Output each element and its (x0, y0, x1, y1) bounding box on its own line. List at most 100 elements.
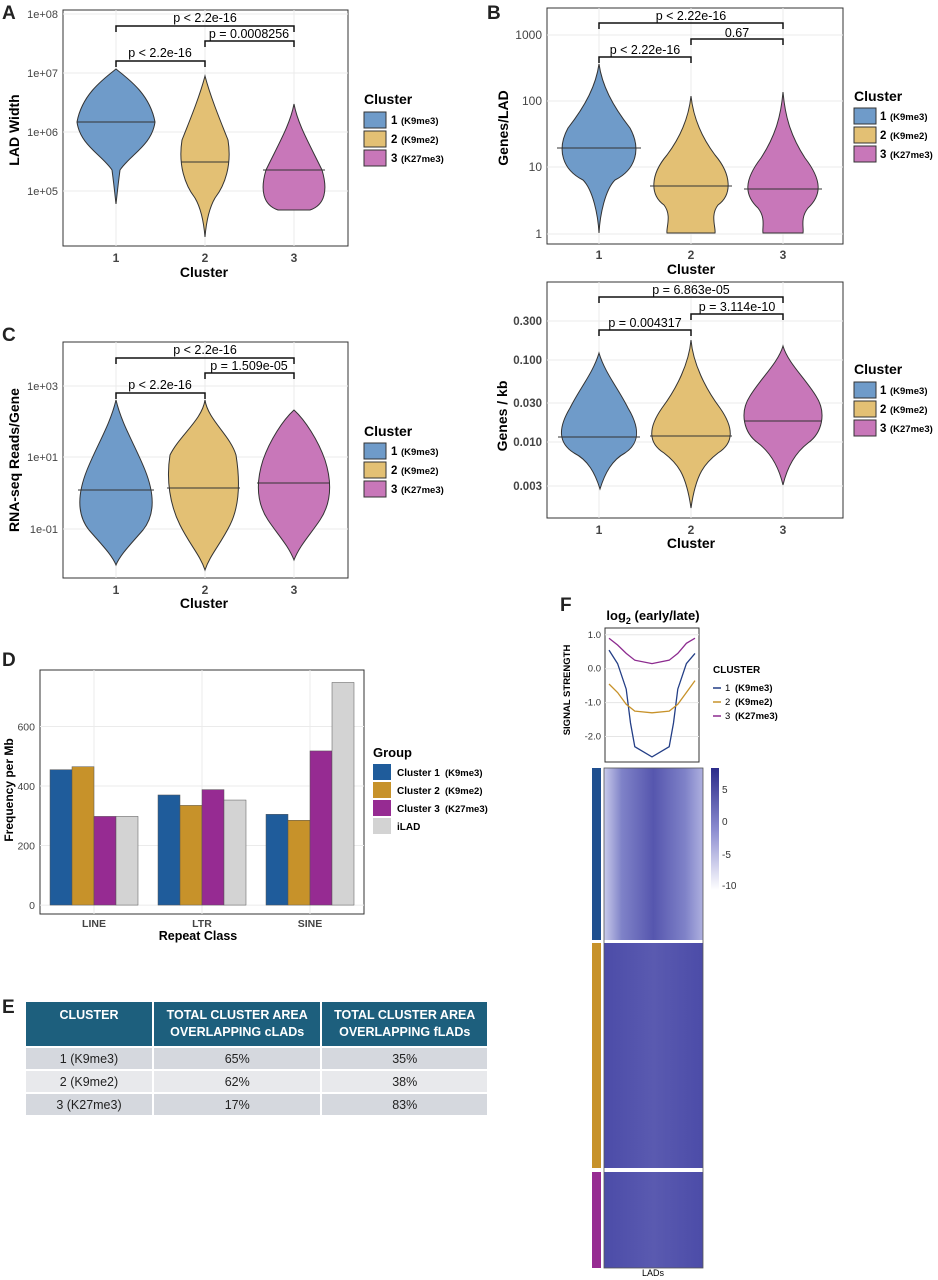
panel-label-a: A (2, 3, 16, 24)
violin-cluster-3 (747, 91, 819, 234)
colorbar-tick: -10 (722, 881, 737, 892)
ytick: 0.010 (513, 437, 542, 449)
legend-desc: (K9me3) (890, 112, 928, 123)
ytick: 400 (17, 781, 35, 793)
cluster-bar-1 (592, 768, 601, 940)
xtick: 2 (688, 248, 695, 262)
table-cell: 38% (322, 1069, 487, 1092)
legend-desc: (K9me2) (401, 466, 439, 477)
title-sub: 2 (626, 616, 631, 626)
table-header: TOTAL CLUSTER AREA OVERLAPPING fLADs (322, 1002, 487, 1046)
panel-a-legend: Cluster 1 (K9me3) 2 (K9me2) 3 (K27me3) (363, 91, 444, 167)
panel-a-xticks: 1 2 3 (113, 251, 298, 265)
legend-num: 3 (391, 484, 397, 496)
xtick: 3 (780, 523, 787, 537)
panel-a-xlabel: Cluster (180, 264, 229, 280)
panel-d-legend: Group Cluster 1 (K9me3) Cluster 2 (K9me2… (373, 745, 488, 834)
legend-swatch-1 (373, 764, 391, 780)
colorbar-tick: 5 (722, 785, 728, 796)
panel-c-yticks: 1e-01 1e+01 1e+03 (27, 381, 58, 536)
legend-title: Cluster (364, 423, 413, 439)
legend-num: 1 (391, 446, 398, 458)
panel-label-b: B (487, 3, 501, 24)
legend-swatch-1 (853, 381, 877, 399)
comparison-1-3: p < 2.2e-16 (173, 343, 237, 357)
ytick: 1e-01 (30, 524, 58, 536)
panel-b2-comparison-brackets (598, 296, 784, 336)
xtick: 3 (780, 248, 787, 262)
legend-swatch-2 (853, 126, 877, 144)
legend-desc: (K27me3) (890, 424, 933, 435)
legend-title: CLUSTER (713, 665, 761, 676)
legend-desc: (K9me2) (890, 405, 928, 416)
table-cell: 2 (K9me2) (26, 1069, 154, 1092)
legend-swatch-3 (853, 419, 877, 437)
panel-b2-xticks: 1 2 3 (596, 523, 787, 537)
panel-c-xlabel: Cluster (180, 595, 229, 611)
panel-b-comparison-brackets (598, 22, 784, 63)
legend-swatch-4 (373, 818, 391, 834)
panel-d-yticks: 0 200 400 600 (17, 722, 35, 913)
legend-num: Cluster 2 (397, 786, 440, 797)
violin-cluster-3 (262, 103, 326, 211)
panel-c-ylabel: RNA-seq Reads/Gene (6, 388, 22, 532)
panel-label-f: F (560, 595, 572, 616)
comparison-2-3: p = 1.509e-05 (210, 359, 288, 373)
violin-cluster-2 (653, 95, 729, 234)
panel-d-xlabel: Repeat Class (159, 929, 238, 943)
legend-num: 3 (391, 153, 397, 165)
panel-a-ylabel: LAD Width (6, 94, 22, 165)
bar-sine-series-1 (265, 814, 289, 906)
xtick-line: LINE (82, 918, 106, 930)
panel-b-legend: Cluster 1 (K9me3) 2 (K9me2) 3 (K27me3) (853, 88, 933, 163)
ytick: -2.0 (585, 732, 601, 743)
legend-desc: (K27me3) (890, 150, 933, 161)
comparison-2-3: p = 3.114e-10 (699, 300, 776, 314)
panel-d-ylabel: Frequency per Mb (2, 738, 16, 841)
panel-f-title: log2 (early/late) (606, 608, 699, 626)
ytick: 0.300 (513, 316, 542, 328)
ytick: -1.0 (585, 698, 601, 709)
ytick: 600 (17, 722, 35, 734)
ytick: 0.0 (588, 664, 601, 675)
legend-desc: (K9me3) (735, 683, 773, 694)
violin-cluster-2 (651, 339, 731, 509)
legend-num: iLAD (397, 822, 420, 833)
cluster-bar-2 (592, 943, 601, 1168)
bar-ltr-series-3 (201, 789, 225, 906)
violin-cluster-3 (743, 344, 823, 486)
panel-c-xticks: 1 2 3 (113, 583, 298, 597)
violin-cluster-1 (79, 399, 153, 567)
legend-title: Cluster (364, 91, 413, 107)
legend-desc: (K27me3) (445, 804, 488, 815)
legend-num: 1 (725, 683, 730, 694)
table-row: 3 (K27me3) 17% 83% (26, 1092, 487, 1115)
legend-desc: (K9me3) (401, 116, 439, 127)
legend-desc: (K9me2) (401, 135, 439, 146)
panel-b2-violin-chart: p = 6.863e-05 p = 0.004317 p = 3.114e-10… (494, 281, 933, 551)
legend-num: 2 (880, 404, 886, 416)
table-cell: 1 (K9me3) (26, 1046, 154, 1069)
xtick-sine: SINE (298, 918, 323, 930)
violin-cluster-3 (258, 409, 330, 562)
violin-cluster-1 (561, 351, 638, 491)
ytick: 100 (522, 94, 542, 108)
legend-num: 2 (391, 465, 397, 477)
comparison-1-3: p = 6.863e-05 (652, 283, 730, 297)
heatmap-block-2 (604, 943, 703, 1168)
table-cell: 65% (153, 1046, 323, 1069)
legend-desc: (K9me3) (401, 447, 439, 458)
legend-swatch-1 (363, 111, 387, 129)
bar-line-series-1 (49, 769, 73, 906)
colorbar-tick: -5 (722, 850, 731, 861)
ytick: 1e+03 (27, 381, 58, 393)
table-header: TOTAL CLUSTER AREA OVERLAPPING cLADs (153, 1002, 323, 1046)
legend-num: 1 (391, 115, 398, 127)
panel-f-legend: CLUSTER 1 (K9me3) 2 (K9me2) 3 (K27me3) (713, 665, 778, 722)
ytick: 10 (529, 160, 543, 174)
panel-f-gridlines (605, 634, 699, 738)
bar-ltr-series-4 (223, 799, 247, 906)
xtick: 1 (596, 523, 603, 537)
panel-c-comparison-brackets (115, 357, 295, 399)
legend-title: Cluster (854, 361, 903, 377)
